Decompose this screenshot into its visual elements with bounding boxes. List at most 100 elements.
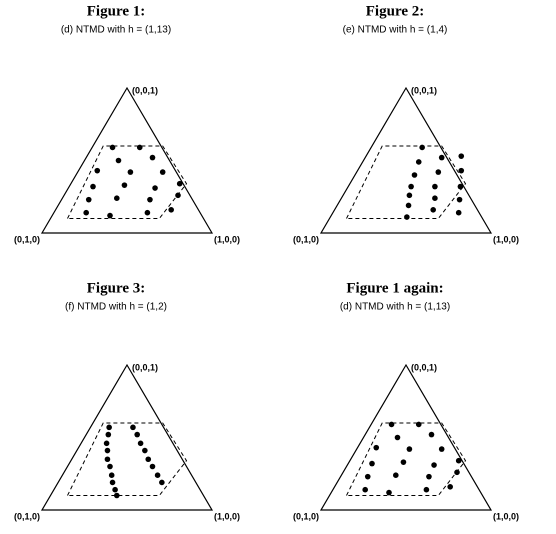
point (430, 207, 436, 213)
point (426, 473, 432, 480)
vertex-label: (0,1,0) (293, 234, 319, 244)
point (400, 459, 407, 465)
region (66, 145, 188, 219)
panel: Figure 1: (d) NTMD with h = (1,13) (1,0,0)… (14, 3, 240, 244)
vertex-label: (0,1,0) (293, 511, 319, 521)
vertex-label: (0,0,1) (411, 85, 437, 95)
point (362, 486, 368, 493)
panel-title: Figure 2: (366, 3, 424, 19)
point (121, 182, 128, 188)
point (388, 421, 395, 428)
point (107, 463, 113, 470)
triangle (319, 86, 493, 234)
point (458, 153, 465, 159)
point (104, 447, 111, 454)
point (142, 447, 148, 454)
panel-title: Figure 1: (87, 3, 145, 19)
vertex-label: (0,0,1) (132, 85, 158, 95)
point (114, 195, 120, 201)
point (127, 169, 134, 175)
point (130, 424, 136, 431)
point (109, 479, 116, 486)
point (455, 457, 462, 464)
region (345, 422, 467, 496)
region (345, 145, 467, 219)
vertex-label: (1,0,0) (493, 234, 519, 244)
panel-title: Figure 3: (87, 280, 145, 296)
point (432, 195, 438, 201)
point (85, 196, 92, 203)
point (404, 214, 410, 220)
point (147, 196, 153, 203)
vertex-label: (0,1,0) (14, 234, 40, 244)
point (447, 484, 453, 490)
point (423, 486, 430, 493)
point (106, 424, 112, 431)
point (104, 456, 111, 463)
point (438, 154, 445, 161)
panel: Figure 3: (f) NTMD with h = (1,2) (1,0,0) (… (14, 280, 240, 521)
panel-subtitle: (d) NTMD with h = (1,13) (61, 25, 171, 36)
point (168, 207, 174, 213)
point (456, 196, 463, 203)
point (364, 473, 371, 480)
point (152, 185, 158, 191)
point (455, 209, 462, 216)
point (458, 167, 465, 174)
point (114, 492, 120, 499)
point (415, 421, 422, 428)
point (428, 431, 435, 438)
point (405, 202, 412, 209)
panel: Figure 2: (e) NTMD with h = (1,4) (1,0,0) (… (293, 3, 519, 244)
point (134, 431, 140, 438)
vertex-label: (0,0,1) (411, 362, 437, 372)
point (406, 446, 413, 452)
point (431, 462, 437, 468)
triangle (40, 363, 214, 511)
point (408, 183, 414, 190)
point (149, 154, 156, 161)
point (137, 440, 144, 447)
point (393, 472, 399, 478)
point (432, 183, 438, 190)
vertex-label: (0,1,0) (14, 511, 40, 521)
panel-subtitle: (e) NTMD with h = (1,4) (343, 25, 448, 36)
point (373, 444, 380, 451)
point (103, 440, 110, 447)
point (454, 469, 460, 476)
point (144, 209, 151, 216)
panel-subtitle: (f) NTMD with h = (1,2) (65, 302, 167, 313)
point (159, 169, 166, 175)
point (83, 209, 89, 216)
triangle (319, 363, 493, 511)
point (105, 431, 112, 438)
triangle (40, 86, 214, 234)
point (109, 144, 116, 151)
point (145, 456, 152, 463)
point (411, 172, 418, 178)
vertex-label: (1,0,0) (214, 511, 240, 521)
point (369, 460, 375, 467)
point (386, 489, 392, 496)
point (107, 212, 113, 219)
point (90, 183, 96, 190)
panel-subtitle: (d) NTMD with h = (1,13) (340, 302, 450, 313)
vertex-label: (0,0,1) (132, 362, 158, 372)
point (136, 144, 143, 151)
panel: Figure 1 again: (d) NTMD with h = (1,13) (… (293, 280, 519, 521)
point (149, 463, 156, 470)
vertex-label: (1,0,0) (214, 234, 240, 244)
point (406, 192, 413, 199)
point (175, 192, 181, 199)
point (415, 159, 422, 165)
panel-title: Figure 1 again: (346, 280, 443, 296)
point (419, 144, 425, 151)
region (66, 422, 188, 496)
point (176, 180, 183, 187)
point (457, 183, 464, 190)
point (394, 434, 401, 441)
point (112, 486, 118, 493)
point (159, 479, 165, 486)
